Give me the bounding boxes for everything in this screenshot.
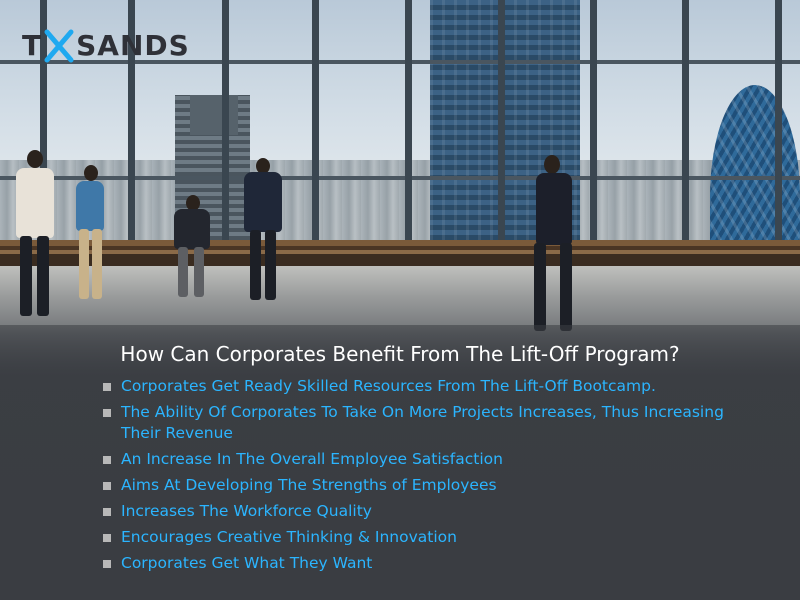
window-mullion — [682, 0, 689, 250]
logo-x-icon — [44, 29, 74, 63]
person-silhouette — [10, 150, 60, 320]
list-item: Increases The Workforce Quality — [103, 501, 743, 522]
logo-text: SANDS — [76, 29, 190, 62]
headline: How Can Corporates Benefit From The Lift… — [120, 342, 680, 366]
window-transom — [0, 176, 800, 180]
text-panel-background — [0, 325, 800, 600]
person-silhouette — [70, 165, 110, 305]
list-item-text: Encourages Creative Thinking & Innovatio… — [121, 528, 457, 546]
list-item: Aims At Developing The Strengths of Empl… — [103, 475, 743, 496]
list-item-text: An Increase In The Overall Employee Sati… — [121, 450, 503, 468]
bullet-square-icon — [103, 560, 111, 568]
person-silhouette — [238, 158, 288, 303]
bullet-square-icon — [103, 456, 111, 464]
bullet-square-icon — [103, 534, 111, 542]
logo-letter-t: T — [22, 29, 43, 62]
gherkin-tower — [710, 85, 800, 245]
window-mullion — [222, 0, 229, 250]
bullet-square-icon — [103, 409, 111, 417]
window-mullion — [128, 0, 135, 250]
list-item: The Ability Of Corporates To Take On Mor… — [103, 402, 743, 444]
list-item-text: Corporates Get Ready Skilled Resources F… — [121, 377, 656, 395]
person-silhouette — [162, 195, 222, 300]
window-mullion — [775, 0, 782, 250]
wooden-rail — [0, 240, 800, 266]
window-transom — [0, 60, 800, 64]
benefits-list: Corporates Get Ready Skilled Resources F… — [103, 376, 743, 579]
city-skyline — [0, 160, 800, 240]
person-silhouette — [520, 155, 590, 335]
bullet-square-icon — [103, 508, 111, 516]
list-item: Corporates Get What They Want — [103, 553, 743, 574]
window-mullion — [590, 0, 597, 250]
building-left-top — [190, 95, 238, 135]
window-mullion — [312, 0, 319, 250]
list-item-text: Aims At Developing The Strengths of Empl… — [121, 476, 497, 494]
list-item: Encourages Creative Thinking & Innovatio… — [103, 527, 743, 548]
bullet-square-icon — [103, 383, 111, 391]
bullet-square-icon — [103, 482, 111, 490]
list-item-text: Increases The Workforce Quality — [121, 502, 372, 520]
list-item: Corporates Get Ready Skilled Resources F… — [103, 376, 743, 397]
texsands-logo: T SANDS — [22, 26, 190, 66]
list-item-text: Corporates Get What They Want — [121, 554, 373, 572]
window-mullion — [498, 0, 505, 250]
list-item-text: The Ability Of Corporates To Take On Mor… — [121, 403, 724, 442]
window-mullion — [40, 0, 47, 250]
list-item: An Increase In The Overall Employee Sati… — [103, 449, 743, 470]
window-mullion — [405, 0, 412, 250]
